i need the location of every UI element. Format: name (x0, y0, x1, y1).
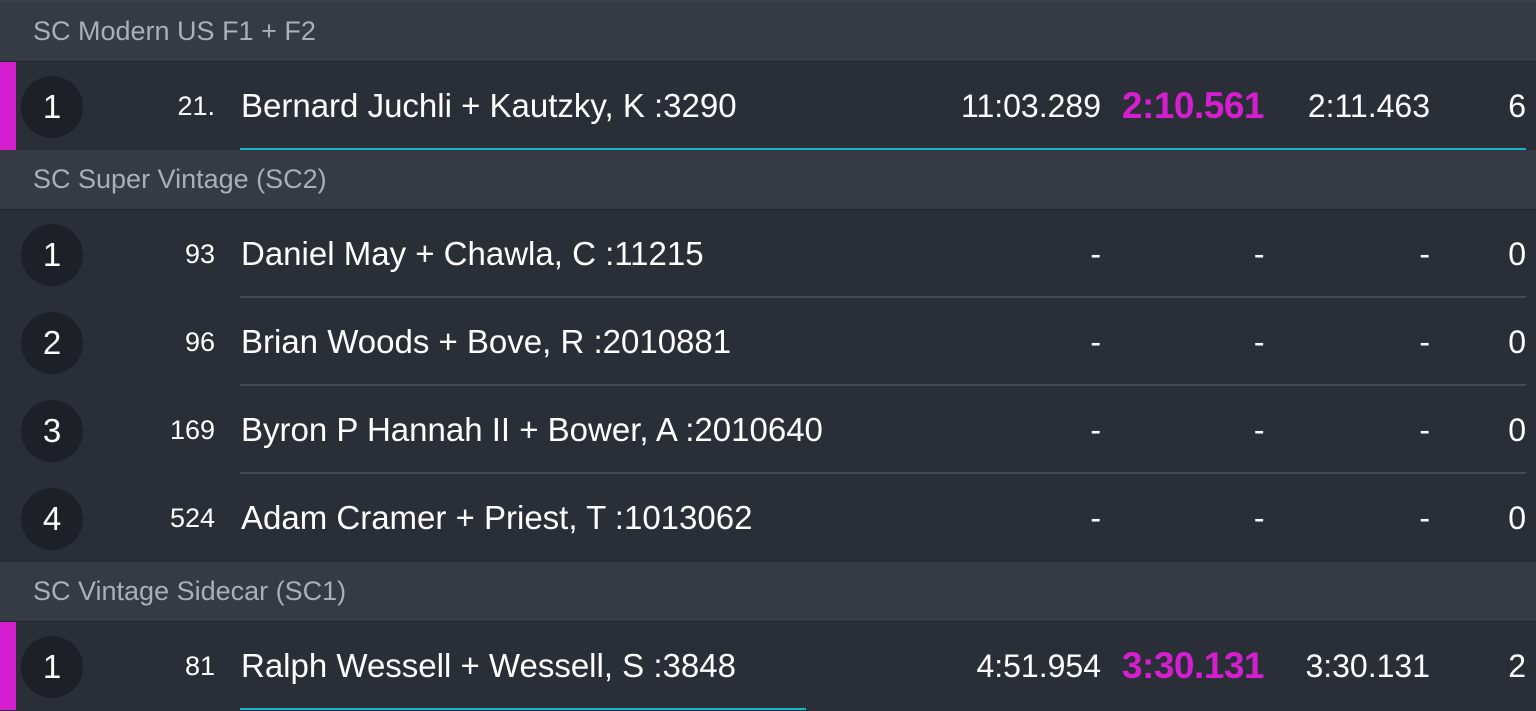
competitor-row[interactable]: 1 93 Daniel May + Chawla, C :11215 - - - 0 (0, 210, 1536, 298)
competitor-number: 524 (169, 502, 215, 533)
row-divider (240, 296, 1526, 298)
best-lap-time: 2:10.561 (1121, 85, 1265, 126)
last-lap-time: - (1419, 411, 1430, 448)
competitor-row[interactable]: 1 21. Bernard Juchli + Kautzky, K :3290 11:… (0, 62, 1536, 150)
competitor-row[interactable]: 2 96 Brian Woods + Bove, R :2010881 - - - 0 (0, 298, 1536, 386)
competitor-name: Ralph Wessell + Wessell, S :3848 (241, 647, 736, 684)
best-lap-time: - (1253, 411, 1265, 448)
last-lap-time: - (1419, 323, 1430, 360)
position-badge: 3 (21, 400, 83, 462)
competitor-name: Adam Cramer + Priest, T :1013062 (241, 499, 753, 536)
total-time: 11:03.289 (961, 87, 1101, 124)
lap-count: 2 (1508, 647, 1526, 684)
competitor-name: Byron P Hannah II + Bower, A :2010640 (241, 411, 823, 448)
active-indicator (0, 622, 16, 710)
competitor-number: 21. (177, 90, 215, 121)
competitor-number: 169 (169, 414, 215, 445)
position-badge: 2 (21, 312, 83, 374)
class-header: SC Vintage Sidecar (SC1) (0, 562, 1536, 622)
lap-progress-bar (240, 708, 806, 710)
last-lap-time: - (1419, 235, 1430, 272)
lap-count: 0 (1508, 499, 1526, 536)
position-badge: 4 (21, 488, 83, 550)
best-lap-time: - (1253, 499, 1265, 536)
last-lap-time: 3:30.131 (1305, 647, 1430, 684)
class-header: SC Modern US F1 + F2 (0, 2, 1536, 62)
last-lap-time: 2:11.463 (1307, 87, 1430, 124)
lap-count: 6 (1508, 87, 1526, 124)
lap-count: 0 (1508, 323, 1526, 360)
total-time: - (1090, 235, 1101, 272)
best-lap-time: - (1253, 235, 1265, 272)
competitor-name: Daniel May + Chawla, C :11215 (241, 235, 704, 272)
total-time: - (1090, 499, 1101, 536)
competitor-name: Brian Woods + Bove, R :2010881 (241, 323, 732, 360)
lap-count: 0 (1508, 235, 1526, 272)
top-divider (0, 0, 1536, 2)
active-indicator (0, 62, 16, 150)
competitor-name: Bernard Juchli + Kautzky, K :3290 (241, 87, 737, 124)
competitor-row[interactable]: 1 81 Ralph Wessell + Wessell, S :3848 4:51.… (0, 622, 1536, 710)
competitor-number: 96 (184, 326, 215, 357)
position-badge: 1 (21, 224, 83, 286)
last-lap-time: - (1419, 499, 1430, 536)
row-divider (240, 472, 1526, 474)
competitor-number: 81 (184, 650, 215, 681)
competitor-row[interactable]: 4 524 Adam Cramer + Priest, T :1013062 - - - 0 (0, 474, 1536, 562)
best-lap-time: 3:30.131 (1121, 645, 1265, 686)
total-time: 4:51.954 (976, 647, 1101, 684)
row-divider (240, 384, 1526, 386)
position-badge: 1 (21, 76, 83, 138)
best-lap-time: - (1253, 323, 1265, 360)
total-time: - (1090, 323, 1101, 360)
total-time: - (1090, 411, 1101, 448)
lap-count: 0 (1508, 411, 1526, 448)
position-badge: 1 (21, 636, 83, 698)
class-header: SC Super Vintage (SC2) (0, 150, 1536, 210)
lap-progress-bar (240, 148, 1526, 150)
competitor-number: 93 (184, 238, 215, 269)
competitor-row[interactable]: 3 169 Byron P Hannah II + Bower, A :201064… (0, 386, 1536, 474)
